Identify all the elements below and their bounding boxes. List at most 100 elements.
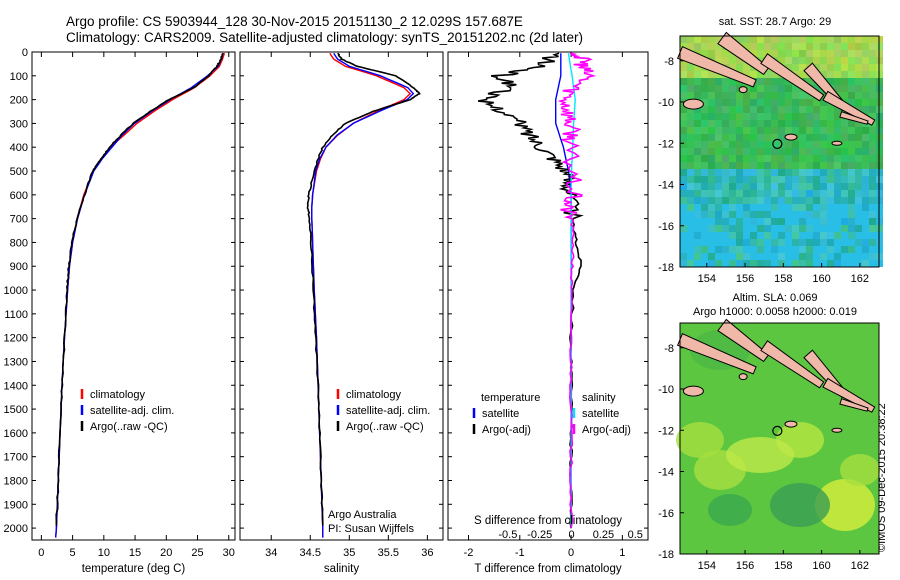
sst-cell: [841, 176, 848, 183]
sst-cell: [834, 50, 841, 57]
sst-cell: [862, 106, 869, 113]
sst-cell: [855, 232, 862, 239]
sst-cell: [743, 246, 750, 253]
sst-cell: [715, 99, 722, 106]
island-shape: [738, 373, 748, 381]
sst-cell: [715, 148, 722, 155]
sst-cell: [764, 253, 771, 260]
sst-cell: [729, 239, 736, 246]
sst-cell: [764, 155, 771, 162]
sst-cell: [757, 183, 764, 190]
sst-cell: [736, 134, 743, 141]
sst-cell: [701, 169, 708, 176]
y-tick-label-depth: 1700: [4, 452, 28, 464]
sst-cell: [869, 99, 876, 106]
sst-cell: [827, 127, 834, 134]
sst-cell: [785, 85, 792, 92]
sst-cell: [736, 92, 743, 99]
sst-cell: [792, 120, 799, 127]
sst-cell: [687, 134, 694, 141]
sst-cell: [757, 113, 764, 120]
sst-cell: [743, 71, 750, 78]
sst-cell: [687, 204, 694, 211]
sst-cell: [785, 141, 792, 148]
sst-cell: [806, 155, 813, 162]
sst-cell: [855, 148, 862, 155]
sst-cell: [827, 211, 834, 218]
sst-cell: [743, 239, 750, 246]
sst-cell: [757, 148, 764, 155]
sst-cell: [820, 99, 827, 106]
sst-cell: [764, 85, 771, 92]
sst-cell: [799, 218, 806, 225]
map-y-tick-label: -10: [658, 384, 674, 396]
sst-cell: [694, 190, 701, 197]
sst-cell: [708, 218, 715, 225]
sst-cell: [834, 190, 841, 197]
sst-cell: [799, 106, 806, 113]
sst-cell: [750, 183, 757, 190]
sst-cell: [701, 183, 708, 190]
sst-cell: [771, 218, 778, 225]
sst-cell: [722, 183, 729, 190]
sst-cell: [764, 176, 771, 183]
sst-cell: [792, 260, 799, 267]
sst-cell: [750, 197, 757, 204]
sst-cell: [743, 218, 750, 225]
sst-cell: [799, 162, 806, 169]
sst-cell: [841, 260, 848, 267]
map-y-tick-label: -14: [658, 180, 674, 192]
sst-cell: [869, 155, 876, 162]
sst-cell: [680, 36, 687, 43]
sst-cell: [827, 120, 834, 127]
sst-cell: [869, 190, 876, 197]
x-tick-label-difference: 1: [619, 547, 625, 559]
sst-cell: [834, 64, 841, 71]
sst-cell: [694, 232, 701, 239]
y-tick-label-depth: 2000: [4, 523, 28, 535]
sst-cell: [778, 218, 785, 225]
sst-cell: [813, 162, 820, 169]
sst-cell: [729, 78, 736, 85]
sst-cell: [848, 246, 855, 253]
sst-cell: [806, 211, 813, 218]
sst-cell: [750, 253, 757, 260]
sst-cell: [680, 225, 687, 232]
sst-cell: [869, 260, 876, 267]
x-axis-label-salinity: salinity: [324, 563, 359, 575]
sst-cell: [701, 148, 708, 155]
sst-cell: [820, 176, 827, 183]
sst-cell: [743, 183, 750, 190]
sst-cell: [680, 253, 687, 260]
sst-cell: [862, 57, 869, 64]
sst-cell: [771, 71, 778, 78]
sst-cell: [743, 134, 750, 141]
sst-cell: [687, 64, 694, 71]
sst-cell: [722, 113, 729, 120]
panel-frame-difference: [447, 51, 649, 541]
sst-cell: [764, 225, 771, 232]
map-x-tick-label: 158: [774, 273, 792, 285]
sst-cell: [764, 204, 771, 211]
sst-cell: [708, 197, 715, 204]
map-y-tick-label: -16: [658, 508, 674, 520]
legend-label-temperature: satellite-adj. clim.: [90, 405, 174, 417]
sst-cell: [862, 232, 869, 239]
sst-cell: [869, 43, 876, 50]
sst-cell: [750, 141, 757, 148]
sst-cell: [869, 204, 876, 211]
sst-cell: [820, 57, 827, 64]
sst-cell: [813, 141, 820, 148]
sst-cell: [757, 225, 764, 232]
sst-cell: [841, 64, 848, 71]
sst-cell: [785, 99, 792, 106]
y-tick-label-depth: 1900: [4, 499, 28, 511]
sst-cell: [813, 106, 820, 113]
sst-cell: [694, 253, 701, 260]
sst-cell: [694, 148, 701, 155]
legend-label-salinity: Argo(..raw -QC): [346, 421, 424, 433]
x-tick-label-temperature: 15: [129, 547, 141, 559]
salinity-tick-label: 0.5: [628, 529, 643, 541]
sst-cell: [764, 120, 771, 127]
sst-cell: [771, 162, 778, 169]
